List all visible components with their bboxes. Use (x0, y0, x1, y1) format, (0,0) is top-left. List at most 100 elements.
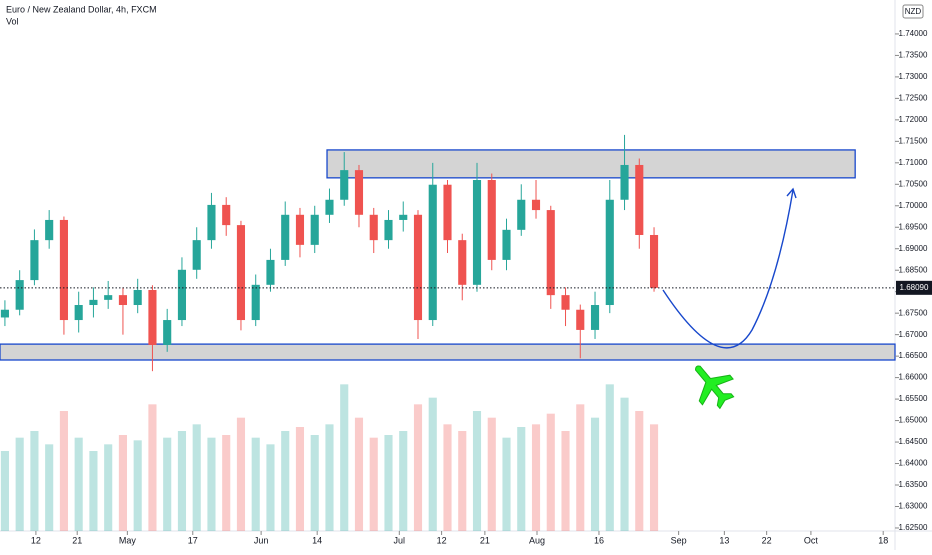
volume-bar (590, 417, 600, 531)
candle-body (487, 180, 496, 260)
y-tick-label: 1.74000 (899, 29, 928, 38)
candle-body (384, 219, 393, 241)
candle-body (458, 240, 467, 285)
volume-bar (266, 444, 275, 531)
y-tick-label: 1.66000 (899, 373, 928, 382)
volume-bar (517, 427, 526, 531)
x-tick-label: 22 (762, 535, 772, 545)
candle-body (222, 204, 231, 226)
volume-bar (620, 397, 629, 531)
y-tick-label: 1.69000 (899, 244, 928, 253)
candle-body (443, 184, 452, 241)
volume-bar (502, 437, 511, 531)
candle-body (30, 240, 39, 281)
volume-bar (281, 431, 290, 531)
candle-body (472, 180, 482, 285)
x-tick-label: Jun (254, 535, 269, 545)
volume-bar (369, 437, 378, 531)
volume-bar (222, 435, 231, 531)
volume-bar (251, 437, 260, 531)
y-tick-label: 1.71500 (899, 136, 928, 145)
y-tick-label: 1.70000 (899, 201, 928, 210)
candle-body (325, 199, 334, 215)
candle-body (620, 164, 629, 200)
chart-title: Euro / New Zealand Dollar, 4h, FXCM (6, 4, 157, 14)
y-tick-label: 1.71000 (899, 158, 928, 167)
y-tick-label: 1.69500 (899, 222, 928, 231)
volume-bar (472, 411, 482, 531)
candle-body (15, 280, 24, 310)
candle-body (59, 219, 68, 321)
candle-body (399, 214, 408, 220)
projection-curve (662, 189, 794, 349)
x-tick-label: Aug (529, 535, 545, 545)
currency-label: NZD (905, 7, 922, 16)
y-tick-label: 1.62500 (899, 523, 928, 532)
y-tick-label: 1.66500 (899, 351, 928, 360)
volume-bar (89, 451, 98, 531)
y-tick-label: 1.72500 (899, 93, 928, 102)
volume-bar (148, 404, 157, 531)
volume-bar (74, 437, 83, 531)
volume-bar (207, 437, 216, 531)
candle-body (605, 199, 614, 306)
candle-body (428, 184, 437, 321)
x-tick-label: Oct (804, 535, 819, 545)
y-tick-label: 1.65000 (899, 416, 928, 425)
x-tick-label: 12 (437, 535, 447, 545)
candle-body (517, 199, 526, 230)
candle-body (133, 289, 142, 306)
last-price-label: 1.68090 (900, 283, 929, 292)
x-tick-label: 18 (878, 535, 888, 545)
volume-bar (413, 404, 423, 531)
candle-body (310, 214, 319, 245)
currency-badge[interactable] (902, 4, 924, 19)
candle-body (104, 295, 113, 300)
candle-body (74, 305, 83, 321)
volume-label: Vol (6, 16, 19, 26)
y-tick-label: 1.63500 (899, 480, 928, 489)
volume-bar (310, 435, 319, 531)
candle-body (561, 295, 570, 310)
volume-bar (325, 424, 334, 531)
y-tick-label: 1.68500 (899, 265, 928, 274)
volume-bar (458, 431, 467, 531)
x-tick-label: May (119, 535, 137, 545)
x-tick-label: 21 (72, 535, 82, 545)
y-tick-label: 1.64000 (899, 459, 928, 468)
candle-body (295, 214, 305, 245)
volume-bar (443, 424, 452, 531)
volume-bar (15, 437, 24, 531)
volume-bar (546, 413, 555, 531)
volume-bar (0, 451, 9, 531)
candle-body (531, 199, 541, 211)
candle-body (266, 259, 275, 285)
candle-body (340, 170, 349, 200)
candle-body (45, 219, 54, 241)
volume-bar (354, 417, 364, 531)
volume-bar (635, 411, 644, 531)
y-tick-label: 1.70500 (899, 179, 928, 188)
x-tick-label: 21 (480, 535, 490, 545)
candle-body (177, 269, 187, 321)
volume-bar (104, 444, 113, 531)
y-tick-label: 1.73000 (899, 72, 928, 81)
volume-bar (487, 417, 496, 531)
volume-bar (118, 435, 127, 531)
candle-body (192, 240, 201, 270)
volume-bar (561, 431, 570, 531)
candle-body (369, 214, 378, 241)
candle-body (0, 309, 9, 318)
candle-body (163, 320, 172, 345)
candle-body (207, 204, 216, 241)
volume-bar (59, 411, 68, 531)
zone (326, 149, 856, 179)
candle-body (251, 284, 260, 321)
volume-bar (576, 404, 585, 531)
volume-bar (384, 435, 393, 531)
volume-bar (30, 431, 39, 531)
x-tick-label: 17 (188, 535, 198, 545)
volume-bar (295, 427, 305, 531)
